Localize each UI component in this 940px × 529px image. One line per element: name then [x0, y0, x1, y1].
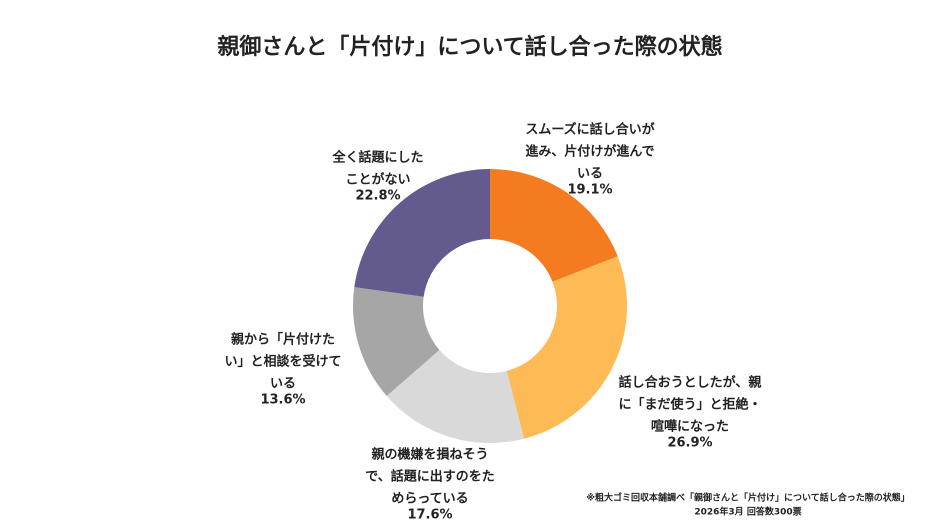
slice-label: スムーズに話し合いが [525, 122, 654, 138]
slice [354, 169, 490, 297]
chart-title: 親御さんと「片付け」について話し合った際の状態 [217, 34, 722, 60]
slice-label: 進み、片付けが進んで [525, 144, 654, 160]
value-label: 13.6% [260, 393, 305, 408]
slice-label: いる [270, 377, 296, 392]
slice [386, 349, 525, 443]
value-label: 26.9% [667, 436, 712, 451]
footnote: ※粗大ゴミ回収本舗調べ「親御さんと「片付け」について話し合った際の状態」 [586, 492, 909, 504]
slice-label: い」と相談を受けて [224, 354, 341, 370]
footnote: 2026年3月 回答数300票 [694, 506, 801, 518]
slice-label: 全く話題にした [331, 150, 423, 166]
slice-label: 親から「片付けた [231, 332, 335, 348]
slice [506, 256, 627, 439]
slice-label: 喧嘩になった [651, 419, 729, 435]
value-label: 22.8% [355, 189, 400, 204]
slice [490, 169, 618, 282]
slice-label: いる [577, 167, 603, 182]
slice-label: で、話題に出すのをた [365, 469, 494, 485]
slice-label: めらっている [391, 492, 468, 507]
slice-label: 話し合おうとしたが、親 [619, 375, 762, 391]
slice [353, 287, 440, 396]
slice-label: に「まだ使う」と拒絶・ [618, 397, 761, 413]
value-label: 19.1% [567, 183, 612, 198]
value-label: 17.6% [407, 508, 452, 523]
slice-label: ことがない [345, 172, 410, 188]
slice-label: 親の機嫌を損ねそう [371, 447, 488, 463]
